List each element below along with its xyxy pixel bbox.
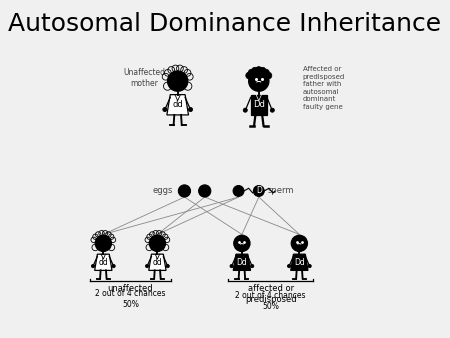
Circle shape: [251, 264, 254, 268]
Circle shape: [291, 235, 307, 251]
Polygon shape: [149, 254, 166, 270]
Circle shape: [149, 235, 166, 251]
Text: eggs: eggs: [152, 187, 173, 195]
Text: dd: dd: [99, 258, 108, 267]
Circle shape: [270, 108, 274, 112]
Text: d: d: [202, 187, 207, 195]
Circle shape: [253, 186, 264, 196]
Circle shape: [288, 264, 291, 268]
Text: unaffected: unaffected: [108, 284, 153, 293]
Text: d: d: [182, 187, 187, 195]
Text: d: d: [236, 187, 241, 195]
Circle shape: [112, 264, 115, 268]
Polygon shape: [94, 254, 112, 270]
Text: Dd: Dd: [237, 258, 248, 267]
Circle shape: [166, 264, 169, 268]
Text: Dd: Dd: [253, 100, 265, 109]
Circle shape: [233, 186, 244, 196]
Circle shape: [308, 264, 311, 268]
Text: affected or
predisposed: affected or predisposed: [245, 284, 297, 304]
Circle shape: [256, 67, 262, 73]
Circle shape: [252, 67, 258, 74]
Text: dd: dd: [172, 100, 183, 109]
Text: sperm: sperm: [267, 187, 294, 195]
Text: Autosomal Dominance Inheritance: Autosomal Dominance Inheritance: [9, 12, 441, 36]
Circle shape: [91, 264, 94, 268]
Circle shape: [246, 72, 252, 79]
Text: 2 out of 4 chances
50%: 2 out of 4 chances 50%: [95, 289, 166, 309]
Polygon shape: [233, 254, 251, 270]
Circle shape: [198, 185, 211, 197]
Circle shape: [234, 235, 250, 251]
Circle shape: [248, 69, 255, 76]
Circle shape: [145, 264, 149, 268]
Text: 2 out of 4 chances
50%: 2 out of 4 chances 50%: [235, 291, 306, 311]
Circle shape: [243, 108, 248, 112]
Circle shape: [249, 71, 269, 91]
Text: dd: dd: [153, 258, 162, 267]
Circle shape: [163, 107, 167, 112]
Circle shape: [230, 264, 233, 268]
Text: Dd: Dd: [294, 258, 305, 267]
Polygon shape: [251, 95, 267, 115]
Circle shape: [265, 72, 272, 79]
Circle shape: [95, 235, 112, 251]
Text: Affected or
predisposed
father with
autosomal
dominant
faulty gene: Affected or predisposed father with auto…: [303, 66, 345, 110]
Circle shape: [178, 185, 190, 197]
Polygon shape: [167, 95, 189, 115]
Circle shape: [189, 107, 193, 112]
Circle shape: [263, 69, 270, 76]
Circle shape: [167, 71, 188, 91]
Polygon shape: [291, 254, 308, 270]
Circle shape: [259, 67, 266, 74]
Text: Unaffected
mother: Unaffected mother: [123, 68, 165, 88]
Text: D: D: [256, 187, 262, 195]
